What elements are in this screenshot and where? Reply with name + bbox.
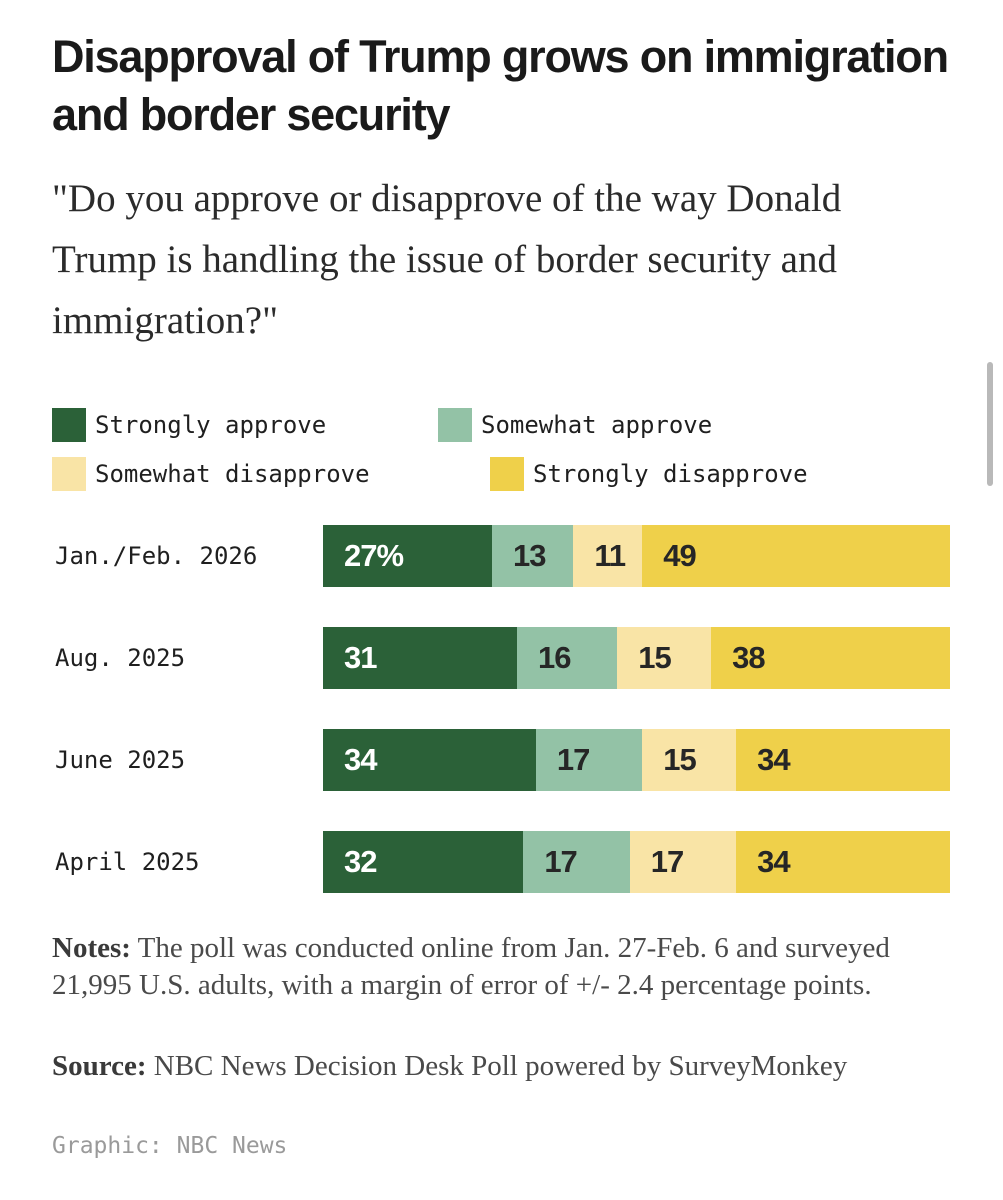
bar-value-label: 17 [650,844,684,879]
bar-segment [711,627,950,689]
bar-value-label: 17 [556,742,590,777]
scrollbar-thumb[interactable] [987,362,993,486]
bar-value-label: 17 [544,844,577,879]
legend-swatch-somewhat-disapprove [52,457,86,491]
chart-title: Disapproval of Trump grows on immigratio… [52,31,949,140]
bar-value-label: 27% [344,538,404,573]
legend-label-somewhat-approve: Somewhat approve [481,411,713,439]
legend-label-strongly-disapprove: Strongly disapprove [533,460,808,488]
bar-value-label: 16 [538,640,571,675]
bar-value-label: 34 [757,844,790,879]
graphic-credit: Graphic: NBC News [52,1133,288,1159]
legend-swatch-somewhat-approve [438,408,472,442]
row-label: Jan./Feb. 2026 [55,542,258,570]
notes-label: Notes: [52,932,131,964]
bar-segment [535,729,643,791]
bar-value-label: 11 [594,538,626,573]
bar-segment [523,831,631,893]
row-label: June 2025 [55,746,186,774]
chart-notes: Notes: The poll was conducted online fro… [52,930,952,1004]
legend-label-strongly-approve: Strongly approve [95,411,327,439]
bar-value-label: 31 [344,640,377,675]
bar-segment [323,729,537,791]
bar-segment [642,729,737,791]
bar-segment [642,525,950,587]
notes-text: The poll was conducted online from Jan. … [52,932,890,1001]
legend-swatch-strongly-disapprove [490,457,524,491]
chart-source: Source: NBC News Decision Desk Poll powe… [52,1048,952,1085]
bar-value-label: 34 [757,742,790,777]
bar-value-label: 15 [663,742,696,777]
legend-swatch-strongly-approve [52,408,86,442]
bar-segment [629,831,737,893]
bar-value-label: 34 [344,742,377,777]
bar-segment [323,831,524,893]
source-label: Source: [52,1050,147,1082]
bar-segment [573,525,643,587]
bar-segment [323,627,518,689]
bar-segment [736,831,950,893]
chart-subtitle: "Do you approve or disapprove of the way… [52,177,842,342]
bar-segment [492,525,574,587]
row-label: April 2025 [55,848,200,876]
bar-segment [323,525,493,587]
bar-value-label: 49 [663,538,696,573]
bar-value-label: 15 [638,640,671,675]
row-label: Aug. 2025 [55,644,186,672]
bar-segment [617,627,712,689]
bar-segment [517,627,618,689]
chart-legend: Strongly approve Somewhat approve Somewh… [52,408,952,498]
bar-value-label: 32 [344,844,377,879]
source-text: NBC News Decision Desk Poll powered by S… [146,1050,848,1082]
bar-value-label: 13 [513,538,546,573]
legend-label-somewhat-disapprove: Somewhat disapprove [95,460,370,488]
bar-value-label: 38 [732,640,765,675]
bar-segment [736,729,950,791]
